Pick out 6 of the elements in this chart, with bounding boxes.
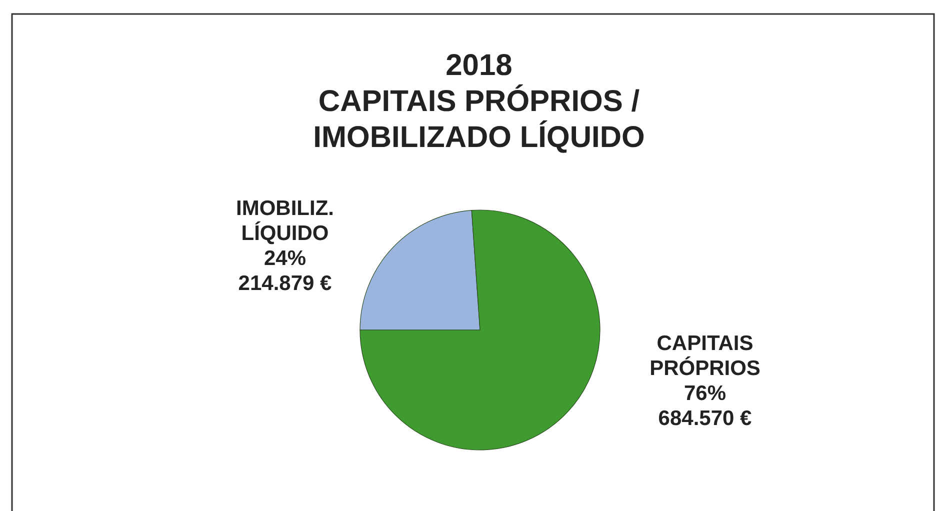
data-label: 76% 684.570 € — [658, 382, 752, 430]
pie-slice — [360, 210, 600, 450]
data-label: 24% 214.879 € — [238, 247, 332, 295]
chart-title: 2018 CAPITAIS PRÓPRIOS / IMOBILIZADO LÍQUIDO — [313, 49, 645, 154]
slice-label: IMOBILIZ. LÍQUIDO — [236, 197, 334, 245]
slice-label: CAPITAIS PRÓPRIOS — [650, 332, 760, 380]
